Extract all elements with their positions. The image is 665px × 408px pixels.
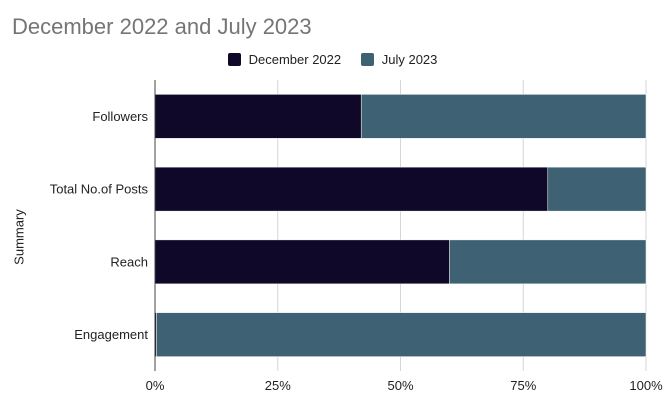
y-tick-label: Followers <box>92 109 148 124</box>
legend-label-december-2022: December 2022 <box>248 52 342 68</box>
legend-label-july-2023: July 2023 <box>381 52 438 68</box>
chart-title: December 2022 and July 2023 <box>12 14 312 39</box>
y-tick-label: Reach <box>110 254 148 269</box>
y-tick-label: Engagement <box>74 327 148 342</box>
legend: December 2022 July 2023 <box>0 51 665 67</box>
bar-july-2023-engagement <box>156 312 647 357</box>
x-tick-label: 50% <box>387 378 413 393</box>
bar-july-2023-reach <box>449 239 647 285</box>
bar-december-2022-total-no-of-posts <box>154 166 549 212</box>
bar-december-2022-followers <box>154 94 362 139</box>
legend-swatch-december-2022 <box>227 53 241 67</box>
bar-december-2022-reach <box>154 239 450 285</box>
legend-item-july-2023[interactable]: July 2023 <box>360 52 438 68</box>
x-tick-label: 100% <box>629 378 663 393</box>
legend-item-december-2022[interactable]: December 2022 <box>227 52 342 68</box>
bar-july-2023-total-no-of-posts <box>547 166 647 212</box>
legend-swatch-july-2023 <box>360 53 374 67</box>
bar-july-2023-followers <box>360 94 647 139</box>
x-tick-label: 0% <box>146 378 165 393</box>
x-tick-label: 75% <box>510 378 536 393</box>
y-tick-label: Total No.of Posts <box>50 182 149 197</box>
x-tick-label: 25% <box>265 378 291 393</box>
